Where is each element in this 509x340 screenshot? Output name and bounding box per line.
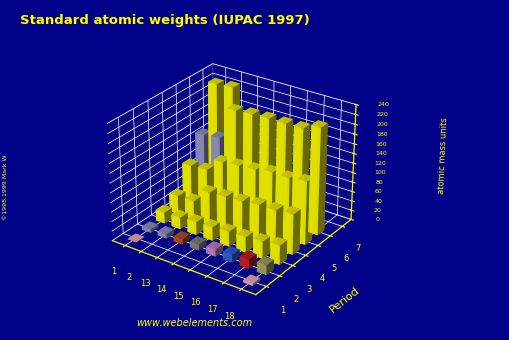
Text: ©1998,1999 Mark W: ©1998,1999 Mark W <box>3 154 8 220</box>
Y-axis label: Period: Period <box>327 285 360 314</box>
Text: www.webelements.com: www.webelements.com <box>135 318 251 328</box>
Text: Standard atomic weights (IUPAC 1997): Standard atomic weights (IUPAC 1997) <box>20 14 309 27</box>
